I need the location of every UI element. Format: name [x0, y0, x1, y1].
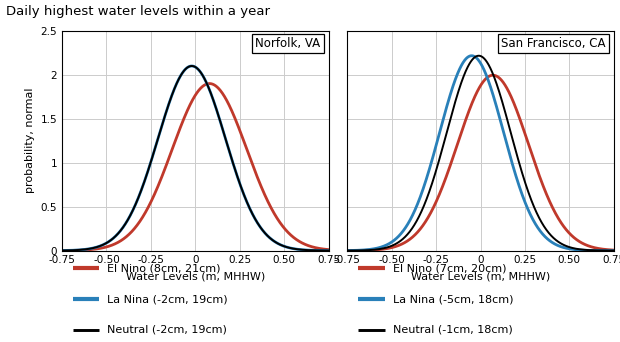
Text: Daily highest water levels within a year: Daily highest water levels within a year: [6, 5, 270, 18]
X-axis label: Water Levels (m, MHHW): Water Levels (m, MHHW): [411, 271, 550, 281]
Text: San Francisco, CA: San Francisco, CA: [502, 37, 606, 50]
Text: El Nino (8cm, 21cm): El Nino (8cm, 21cm): [107, 263, 221, 273]
Text: La Nina (-2cm, 19cm): La Nina (-2cm, 19cm): [107, 294, 228, 304]
Text: Neutral (-1cm, 18cm): Neutral (-1cm, 18cm): [392, 325, 512, 335]
X-axis label: Water Levels (m, MHHW): Water Levels (m, MHHW): [126, 271, 265, 281]
Text: El Nino (7cm, 20cm): El Nino (7cm, 20cm): [392, 263, 506, 273]
Text: Norfolk, VA: Norfolk, VA: [255, 37, 321, 50]
Text: La Nina (-5cm, 18cm): La Nina (-5cm, 18cm): [392, 294, 513, 304]
Y-axis label: probability, normal: probability, normal: [25, 88, 35, 194]
Text: Neutral (-2cm, 19cm): Neutral (-2cm, 19cm): [107, 325, 227, 335]
